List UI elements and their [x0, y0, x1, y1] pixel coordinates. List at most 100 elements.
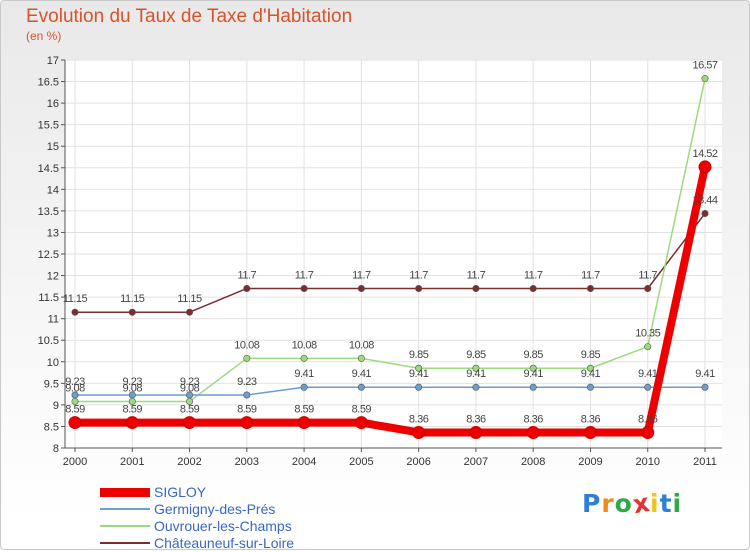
legend-label: SIGLOY — [154, 484, 207, 500]
data-label: 11.7 — [295, 269, 314, 281]
data-point — [529, 364, 537, 372]
data-label: 11.7 — [581, 269, 600, 281]
data-point — [583, 425, 597, 439]
logo-letter: t — [659, 489, 673, 518]
y-tick-label: 8 — [53, 443, 59, 455]
data-point — [357, 383, 365, 391]
data-point — [300, 354, 308, 362]
data-point — [472, 364, 480, 372]
logo-letter: P — [582, 489, 602, 518]
x-tick-label: 2002 — [177, 456, 201, 468]
logo-letter: i — [650, 489, 660, 518]
legend-label: Châteauneuf-sur-Loire — [154, 535, 295, 551]
data-label: 9.85 — [466, 349, 486, 361]
data-point — [240, 416, 254, 430]
data-label: 11.7 — [524, 269, 543, 281]
legend-label: Germigny-des-Prés — [154, 501, 276, 517]
data-point — [412, 425, 426, 439]
data-point — [300, 284, 308, 292]
legend-swatch — [100, 542, 150, 544]
data-point — [526, 425, 540, 439]
data-label: 8.36 — [466, 413, 486, 425]
legend-swatch — [100, 525, 150, 527]
data-point — [128, 308, 136, 316]
data-label: 11.15 — [177, 293, 202, 305]
data-label: 9.23 — [65, 376, 85, 388]
data-label: 11.7 — [409, 269, 428, 281]
y-tick-label: 14.5 — [38, 163, 59, 175]
data-label: 9.23 — [123, 376, 143, 388]
x-tick-label: 2003 — [235, 456, 259, 468]
data-point — [701, 209, 709, 217]
y-tick-label: 12 — [47, 271, 59, 283]
data-label: 9.08 — [65, 382, 85, 394]
data-label: 9.23 — [237, 376, 257, 388]
data-point — [186, 391, 194, 399]
y-tick-label: 13 — [47, 227, 59, 239]
data-label: 11.7 — [638, 269, 657, 281]
x-tick-label: 2008 — [521, 456, 545, 468]
data-label: 11.7 — [352, 269, 371, 281]
data-label: 16.57 — [692, 60, 717, 72]
y-tick-label: 11 — [48, 314, 59, 326]
data-label: 8.59 — [352, 404, 372, 416]
data-point — [698, 160, 712, 174]
data-point — [644, 383, 652, 391]
data-label: 9.08 — [123, 382, 143, 394]
data-point — [415, 383, 423, 391]
data-label: 9.08 — [180, 382, 200, 394]
legend-swatch — [100, 508, 150, 510]
data-label: 8.59 — [180, 404, 200, 416]
data-point — [472, 383, 480, 391]
legend-swatch — [100, 487, 150, 497]
data-label: 9.41 — [581, 368, 601, 380]
data-label: 10.08 — [292, 339, 317, 351]
legend-item: Châteauneuf-sur-Loire — [100, 535, 400, 552]
legend-item: Ouvrouer-les-Champs — [100, 518, 400, 535]
logo-letter: o — [614, 489, 633, 518]
data-label: 8.36 — [581, 413, 601, 425]
y-tick-label: 13.5 — [38, 206, 59, 218]
y-tick-label: 9 — [53, 400, 59, 412]
data-point — [357, 284, 365, 292]
logo-letter: i — [672, 489, 683, 518]
x-tick-label: 2001 — [120, 456, 144, 468]
data-point — [529, 383, 537, 391]
data-point — [701, 75, 709, 83]
data-label: 8.36 — [409, 413, 429, 425]
data-point — [644, 343, 652, 351]
y-tick-label: 15.5 — [38, 120, 59, 132]
legend-item: SIGLOY — [100, 484, 400, 501]
data-label: 9.85 — [581, 349, 601, 361]
data-point — [243, 391, 251, 399]
data-label: 9.41 — [638, 368, 658, 380]
data-point — [472, 284, 480, 292]
y-tick-label: 14 — [47, 184, 59, 196]
data-point — [300, 383, 308, 391]
data-point — [243, 284, 251, 292]
data-point — [586, 364, 594, 372]
x-tick-label: 2007 — [464, 456, 488, 468]
y-tick-label: 15 — [47, 141, 59, 153]
data-point — [415, 364, 423, 372]
x-tick-label: 2009 — [578, 456, 602, 468]
data-point — [357, 354, 365, 362]
data-point — [183, 416, 197, 430]
data-point — [644, 284, 652, 292]
data-point — [125, 416, 139, 430]
data-label: 10.35 — [635, 328, 660, 340]
data-label: 9.23 — [180, 376, 200, 388]
legend-label: Ouvrouer-les-Champs — [154, 518, 292, 534]
data-point — [186, 308, 194, 316]
data-label: 10.08 — [234, 339, 259, 351]
data-point — [71, 391, 79, 399]
data-point — [641, 425, 655, 439]
y-tick-label: 8.5 — [44, 421, 59, 433]
data-point — [243, 354, 251, 362]
y-tick-label: 16 — [47, 98, 59, 110]
x-tick-label: 2010 — [635, 456, 659, 468]
data-label: 8.59 — [294, 404, 314, 416]
y-tick-label: 17 — [47, 55, 59, 67]
y-tick-label: 12.5 — [38, 249, 59, 261]
